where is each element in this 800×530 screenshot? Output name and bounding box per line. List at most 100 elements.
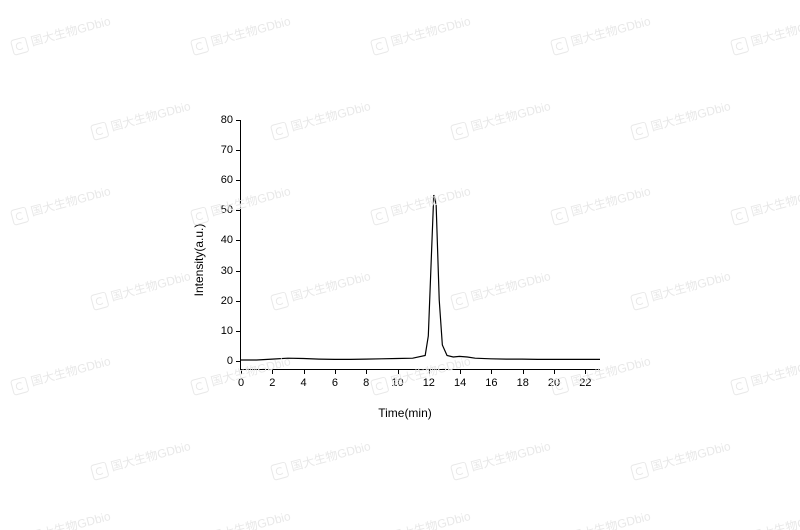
y-tick xyxy=(236,361,241,362)
x-tick xyxy=(335,369,336,374)
watermark: 国大生物GDbio xyxy=(189,507,292,530)
watermark-text: 国大生物GDbio xyxy=(29,14,112,49)
x-tick-label: 12 xyxy=(423,377,435,389)
watermark: 国大生物GDbio xyxy=(369,507,472,530)
watermark-text: 国大生物GDbio xyxy=(569,509,652,530)
watermark: 国大生物GDbio xyxy=(89,267,192,311)
watermark-text: 国大生物GDbio xyxy=(109,99,192,134)
watermark-text: 国大生物GDbio xyxy=(749,14,800,49)
x-tick-label: 0 xyxy=(238,377,244,389)
watermark: 国大生物GDbio xyxy=(9,182,112,226)
y-tick xyxy=(236,180,241,181)
y-tick-label: 40 xyxy=(221,234,233,246)
watermark: 国大生物GDbio xyxy=(629,437,732,481)
watermark-logo-icon xyxy=(10,376,30,396)
watermark: 国大生物GDbio xyxy=(729,12,800,56)
x-axis-label: Time(min) xyxy=(378,406,432,420)
y-tick xyxy=(236,331,241,332)
watermark-text: 国大生物GDbio xyxy=(29,184,112,219)
x-tick-label: 6 xyxy=(332,377,338,389)
watermark: 国大生物GDbio xyxy=(9,12,112,56)
watermark-logo-icon xyxy=(10,36,30,56)
watermark-text: 国大生物GDbio xyxy=(649,99,732,134)
x-tick-label: 8 xyxy=(363,377,369,389)
x-tick xyxy=(554,369,555,374)
watermark: 国大生物GDbio xyxy=(549,12,652,56)
watermark: 国大生物GDbio xyxy=(629,97,732,141)
watermark-text: 国大生物GDbio xyxy=(209,509,292,530)
watermark-text: 国大生物GDbio xyxy=(649,269,732,304)
x-tick xyxy=(398,369,399,374)
y-tick-label: 50 xyxy=(221,204,233,216)
watermark-logo-icon xyxy=(270,461,290,481)
x-tick xyxy=(429,369,430,374)
watermark-logo-icon xyxy=(630,121,650,141)
watermark-logo-icon xyxy=(730,206,750,226)
watermark-logo-icon xyxy=(450,461,470,481)
y-tick xyxy=(236,240,241,241)
watermark-text: 国大生物GDbio xyxy=(289,439,372,474)
watermark-text: 国大生物GDbio xyxy=(749,184,800,219)
watermark: 国大生物GDbio xyxy=(729,352,800,396)
watermark-text: 国大生物GDbio xyxy=(29,509,112,530)
watermark-logo-icon xyxy=(90,461,110,481)
y-tick-label: 20 xyxy=(221,295,233,307)
watermark-logo-icon xyxy=(10,206,30,226)
x-tick xyxy=(241,369,242,374)
watermark: 国大生物GDbio xyxy=(9,352,112,396)
y-tick-label: 0 xyxy=(227,355,233,367)
watermark-logo-icon xyxy=(550,36,570,56)
watermark-text: 国大生物GDbio xyxy=(569,14,652,49)
watermark-logo-icon xyxy=(630,461,650,481)
watermark: 国大生物GDbio xyxy=(189,12,292,56)
x-tick xyxy=(366,369,367,374)
watermark-text: 国大生物GDbio xyxy=(469,439,552,474)
plot-area: 010203040506070800246810121416182022 xyxy=(240,120,600,370)
watermark: 国大生物GDbio xyxy=(629,267,732,311)
watermark-logo-icon xyxy=(630,291,650,311)
watermark-text: 国大生物GDbio xyxy=(649,439,732,474)
x-tick xyxy=(491,369,492,374)
watermark-logo-icon xyxy=(730,376,750,396)
x-tick-label: 2 xyxy=(269,377,275,389)
y-tick xyxy=(236,301,241,302)
y-tick-label: 80 xyxy=(221,114,233,126)
watermark-logo-icon xyxy=(90,291,110,311)
chromatogram-chart: Intensity(a.u.) 010203040506070800246810… xyxy=(195,110,615,410)
y-tick xyxy=(236,210,241,211)
x-tick xyxy=(585,369,586,374)
watermark-text: 国大生物GDbio xyxy=(109,439,192,474)
watermark-logo-icon xyxy=(90,121,110,141)
watermark: 国大生物GDbio xyxy=(729,507,800,530)
watermark: 国大生物GDbio xyxy=(89,97,192,141)
watermark-text: 国大生物GDbio xyxy=(749,509,800,530)
watermark-text: 国大生物GDbio xyxy=(209,14,292,49)
watermark: 国大生物GDbio xyxy=(369,12,472,56)
watermark: 国大生物GDbio xyxy=(269,437,372,481)
y-tick xyxy=(236,120,241,121)
watermark-text: 国大生物GDbio xyxy=(29,354,112,389)
y-tick-label: 10 xyxy=(221,325,233,337)
x-tick-label: 14 xyxy=(454,377,466,389)
y-tick-label: 30 xyxy=(221,265,233,277)
watermark-text: 国大生物GDbio xyxy=(389,509,472,530)
y-axis-label: Intensity(a.u.) xyxy=(192,224,206,297)
x-tick xyxy=(272,369,273,374)
y-tick xyxy=(236,271,241,272)
chart-line xyxy=(241,120,600,369)
watermark-text: 国大生物GDbio xyxy=(109,269,192,304)
watermark-text: 国大生物GDbio xyxy=(749,354,800,389)
x-tick-label: 10 xyxy=(391,377,403,389)
watermark: 国大生物GDbio xyxy=(449,437,552,481)
x-tick xyxy=(460,369,461,374)
x-tick xyxy=(523,369,524,374)
watermark-logo-icon xyxy=(190,36,210,56)
y-tick-label: 60 xyxy=(221,174,233,186)
x-tick-label: 22 xyxy=(579,377,591,389)
y-tick xyxy=(236,150,241,151)
y-tick-label: 70 xyxy=(221,144,233,156)
x-tick xyxy=(304,369,305,374)
watermark: 国大生物GDbio xyxy=(729,182,800,226)
x-tick-label: 16 xyxy=(485,377,497,389)
watermark: 国大生物GDbio xyxy=(89,437,192,481)
